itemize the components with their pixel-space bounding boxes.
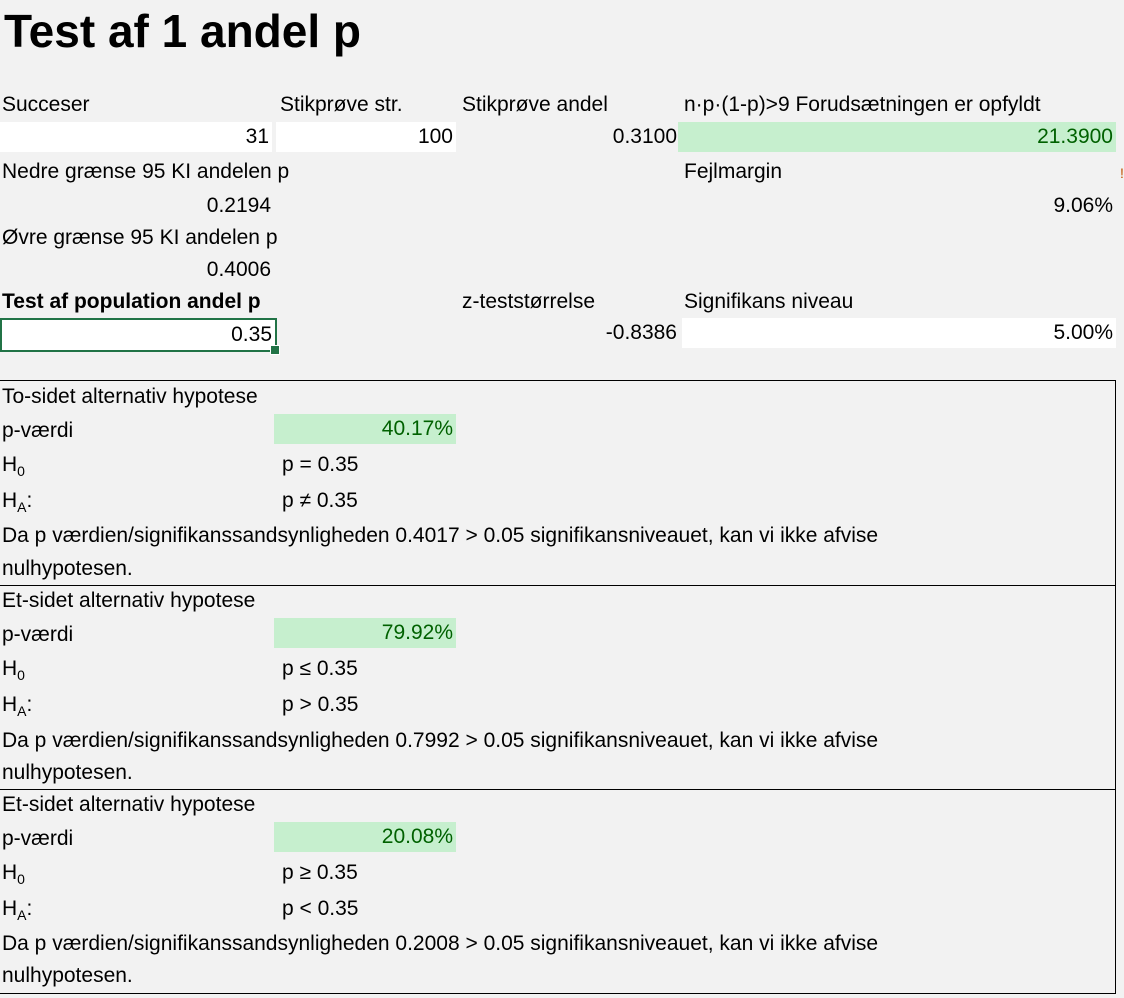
- h-subscript: A: [17, 703, 27, 719]
- ci-upper-label[interactable]: Øvre grænse 95 KI andelen p: [2, 226, 278, 249]
- ci-lower-label[interactable]: Nedre grænse 95 KI andelen p: [2, 160, 290, 183]
- p-value-label[interactable]: p-værdi: [2, 623, 74, 646]
- sample-size-label[interactable]: Stikprøve str.: [280, 93, 403, 116]
- assumption-label[interactable]: n·p·(1-p)>9 Forudsætningen er opfyldt: [684, 93, 1041, 116]
- sample-proportion-label[interactable]: Stikprøve andel: [462, 93, 608, 116]
- h-subscript: 0: [17, 871, 25, 887]
- clipped-cell-mark: !: [1120, 165, 1124, 181]
- alternative-hypothesis-label[interactable]: HA:: [2, 894, 32, 930]
- null-hypothesis-value[interactable]: p = 0.35: [282, 453, 359, 476]
- sample-size-cell[interactable]: 100: [276, 122, 456, 152]
- p-value-cell[interactable]: 79.92%: [274, 618, 456, 648]
- h-subscript: 0: [17, 463, 25, 479]
- ci-upper-cell[interactable]: 0.4006: [206, 258, 271, 281]
- sample-proportion-cell[interactable]: 0.3100: [612, 125, 677, 148]
- z-statistic-label[interactable]: z-teststørrelse: [462, 290, 596, 313]
- h-letter: H: [2, 693, 18, 716]
- hypothesis-heading[interactable]: Et-sidet alternativ hypotese: [2, 793, 256, 816]
- hypothesis-heading[interactable]: To-sidet alternativ hypotese: [2, 385, 258, 408]
- alternative-hypothesis-value[interactable]: p < 0.35: [282, 897, 359, 920]
- p-value-label[interactable]: p-værdi: [2, 827, 74, 850]
- conclusion-line[interactable]: Da p værdien/signifikanssandsynligheden …: [2, 729, 879, 752]
- population-proportion-label[interactable]: Test af population andel p: [2, 290, 261, 313]
- conclusion-line[interactable]: Da p værdien/signifikanssandsynligheden …: [2, 524, 879, 547]
- p-value-cell[interactable]: 20.08%: [274, 822, 456, 852]
- one-sided-less-hypothesis-block: [0, 789, 1116, 994]
- hypothesis-heading[interactable]: Et-sidet alternativ hypotese: [2, 589, 256, 612]
- null-hypothesis-value[interactable]: p ≤ 0.35: [282, 657, 358, 680]
- alternative-hypothesis-label[interactable]: HA:: [2, 690, 32, 726]
- significance-level-label[interactable]: Signifikans niveau: [684, 290, 854, 313]
- conclusion-line[interactable]: nulhypotesen.: [2, 964, 133, 987]
- significance-level-cell[interactable]: 5.00%: [682, 318, 1116, 348]
- successes-cell[interactable]: 31: [0, 122, 272, 152]
- h-subscript: A: [17, 907, 27, 923]
- h-letter: H: [2, 861, 18, 884]
- conclusion-line[interactable]: nulhypotesen.: [2, 761, 133, 784]
- h-letter: H: [2, 897, 18, 920]
- margin-of-error-label[interactable]: Fejlmargin: [684, 160, 783, 183]
- successes-label[interactable]: Succeser: [2, 93, 90, 116]
- population-proportion-cell-selected[interactable]: 0.35: [0, 318, 277, 352]
- p-value-cell[interactable]: 40.17%: [274, 414, 456, 444]
- ci-lower-cell[interactable]: 0.2194: [206, 194, 271, 217]
- null-hypothesis-label[interactable]: H0: [2, 858, 25, 894]
- h-letter: H: [2, 453, 18, 476]
- null-hypothesis-label[interactable]: H0: [2, 450, 25, 486]
- null-hypothesis-label[interactable]: H0: [2, 654, 25, 690]
- conclusion-line[interactable]: nulhypotesen.: [2, 557, 133, 580]
- h-subscript: 0: [17, 667, 25, 683]
- sheet-title[interactable]: Test af 1 andel p: [4, 5, 362, 57]
- colon: :: [26, 489, 33, 512]
- alternative-hypothesis-value[interactable]: p ≠ 0.35: [282, 489, 358, 512]
- colon: :: [26, 897, 33, 920]
- alternative-hypothesis-label[interactable]: HA:: [2, 486, 32, 522]
- margin-of-error-cell[interactable]: 9.06%: [1053, 194, 1113, 217]
- colon: :: [26, 693, 33, 716]
- p-value-label[interactable]: p-værdi: [2, 419, 74, 442]
- h-letter: H: [2, 489, 18, 512]
- fill-handle[interactable]: [270, 345, 280, 355]
- h-letter: H: [2, 657, 18, 680]
- h-subscript: A: [17, 499, 27, 515]
- z-statistic-cell[interactable]: -0.8386: [605, 321, 677, 344]
- conclusion-line[interactable]: Da p værdien/signifikanssandsynligheden …: [2, 932, 879, 955]
- null-hypothesis-value[interactable]: p ≥ 0.35: [282, 861, 358, 884]
- assumption-cell[interactable]: 21.3900: [678, 122, 1116, 152]
- alternative-hypothesis-value[interactable]: p > 0.35: [282, 693, 359, 716]
